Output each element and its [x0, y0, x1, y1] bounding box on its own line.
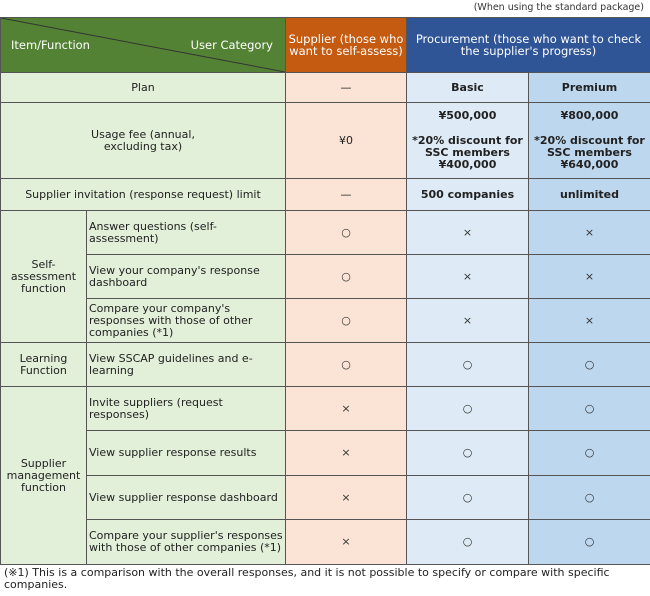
basic-mark: × — [406, 254, 529, 299]
plan-label: Plan — [0, 72, 286, 103]
table-row: Learning Function View SSCAP guidelines … — [0, 342, 650, 387]
row-label: Compare your supplier's responses with t… — [86, 519, 286, 565]
group-supplier-management: Supplier management function — [0, 386, 87, 565]
row-label: Invite suppliers (request responses) — [86, 386, 286, 431]
plan-basic: Basic — [406, 72, 529, 103]
premium-mark: ○ — [527, 475, 650, 520]
row-label: View supplier response results — [86, 430, 286, 476]
basic-mark: ○ — [406, 519, 529, 565]
group-learning: Learning Function — [0, 342, 87, 387]
fee-basic-discount: *20% discount for SSC members ¥400,000 — [412, 134, 523, 171]
supplier-mark: × — [285, 519, 407, 565]
row-label: View SSCAP guidelines and e-learning — [86, 342, 286, 387]
footnote: (※1) This is a comparison with the overa… — [4, 566, 610, 591]
header-supplier: Supplier (those who want to self-assess) — [285, 17, 407, 73]
supplier-mark: ○ — [285, 298, 407, 343]
basic-mark: × — [406, 298, 529, 343]
fee-label-text: Usage fee (annual, excluding tax) — [91, 127, 195, 153]
supplier-mark: × — [285, 475, 407, 520]
table-row: Self-assessment function Answer question… — [0, 210, 650, 343]
premium-mark: ○ — [527, 386, 650, 431]
fee-premium-discount: *20% discount for SSC members ¥640,000 — [534, 134, 645, 171]
limit-row: Supplier invitation (response request) l… — [0, 178, 650, 211]
limit-premium: unlimited — [527, 178, 650, 211]
table-row: View supplier response dashboard × ○ ○ — [1, 475, 650, 520]
fee-label: Usage fee (annual, excluding tax) — [0, 102, 286, 179]
row-label: Answer questions (self-assessment) — [86, 210, 286, 255]
table-row: Supplier management function Invite supp… — [0, 386, 650, 565]
group-self-assessment: Self-assessment function — [0, 210, 87, 343]
fee-basic: ¥500,000 *20% discount for SSC members ¥4… — [406, 102, 529, 179]
supplier-mark: × — [285, 430, 407, 476]
plan-premium: Premium — [527, 72, 650, 103]
limit-supplier: — — [285, 178, 407, 211]
basic-mark: ○ — [406, 386, 529, 431]
header-procurement: Procurement (those who want to check the… — [405, 17, 650, 73]
row-label: Compare your company's responses with th… — [86, 298, 286, 343]
limit-basic: 500 companies — [406, 178, 529, 211]
premium-mark: × — [527, 254, 650, 299]
premium-mark: ○ — [527, 430, 650, 476]
basic-mark: ○ — [406, 342, 529, 387]
premium-mark: ○ — [527, 519, 650, 565]
fee-premium: ¥800,000 *20% discount for SSC members ¥6… — [527, 102, 650, 179]
table-row: Compare your supplier's responses with t… — [1, 519, 650, 565]
supplier-mark: ○ — [285, 342, 407, 387]
plan-supplier: — — [285, 72, 407, 103]
diagonal-divider — [1, 18, 285, 72]
plan-row: Plan — Basic Premium — [0, 72, 650, 103]
fee-supplier: ¥0 — [285, 102, 407, 179]
fee-row: Usage fee (annual, excluding tax) ¥0 ¥50… — [0, 102, 650, 179]
basic-mark: ○ — [406, 475, 529, 520]
fee-premium-price: ¥800,000 — [560, 109, 619, 122]
basic-mark: ○ — [406, 430, 529, 476]
supplier-mark: × — [285, 386, 407, 431]
fee-basic-price: ¥500,000 — [438, 109, 497, 122]
header-item-function: Item/Function — [11, 38, 90, 52]
table-row: View your company's response dashboard ○… — [1, 254, 650, 299]
comparison-table: Item/Function User Category Supplier (th… — [0, 17, 650, 565]
basic-mark: × — [406, 210, 529, 255]
premium-mark: × — [527, 298, 650, 343]
limit-label: Supplier invitation (response request) l… — [0, 178, 286, 211]
header-item-category: Item/Function User Category — [0, 17, 286, 73]
header-user-category: User Category — [190, 38, 273, 52]
row-label: View supplier response dashboard — [86, 475, 286, 520]
table-row: View supplier response results × ○ ○ — [1, 430, 650, 476]
premium-mark: × — [527, 210, 650, 255]
supplier-mark: ○ — [285, 210, 407, 255]
table-row: Compare your company's responses with th… — [1, 298, 650, 343]
package-note: (When using the standard package) — [473, 2, 644, 13]
premium-mark: ○ — [527, 342, 650, 387]
row-label: View your company's response dashboard — [86, 254, 286, 299]
supplier-mark: ○ — [285, 254, 407, 299]
